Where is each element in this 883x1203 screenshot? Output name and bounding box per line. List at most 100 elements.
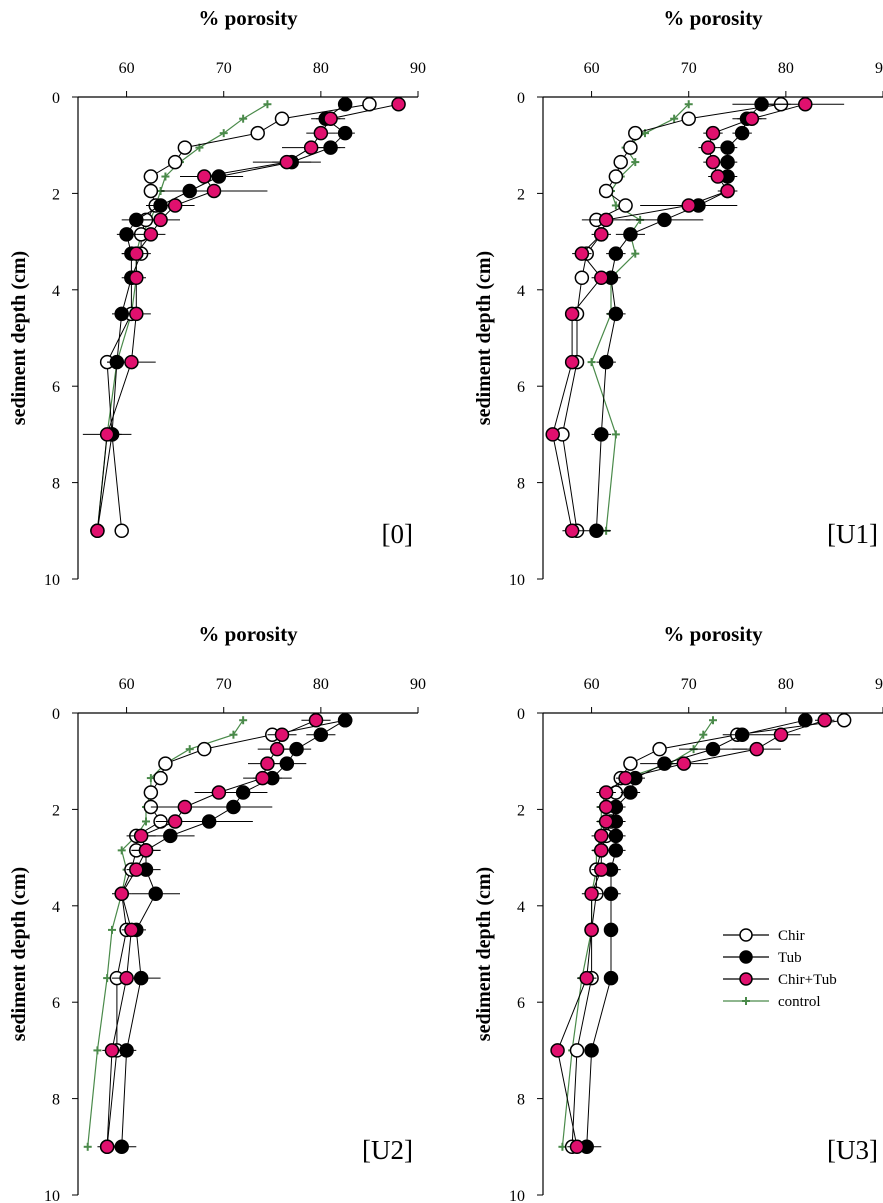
- data-point-control: [631, 249, 640, 258]
- data-point-chir-tub: [167, 814, 183, 829]
- data-point-control: [239, 716, 248, 725]
- x-tick-label: 80: [313, 676, 329, 693]
- data-point-chir: [362, 96, 377, 112]
- data-point-control: [161, 172, 170, 181]
- data-point-tub: [657, 212, 672, 228]
- data-point-chir-tub: [99, 427, 115, 442]
- data-point-tub: [337, 125, 353, 141]
- series-line: [96, 103, 346, 531]
- data-point-chir-tub: [279, 154, 295, 170]
- data-point-chir-tub: [153, 212, 168, 228]
- series-line: [552, 103, 806, 531]
- data-point-tub: [603, 922, 619, 938]
- data-point-control: [185, 745, 194, 754]
- data-point-chir-tub: [744, 111, 760, 126]
- data-point-chir: [628, 125, 643, 141]
- data-point-chir-tub: [129, 306, 144, 322]
- y-tick-label: 10: [509, 1188, 525, 1203]
- data-point-chir-tub: [798, 96, 813, 112]
- data-point-chir-tub: [313, 125, 329, 141]
- data-point-tub: [148, 886, 163, 901]
- series-tub: [581, 96, 791, 539]
- series-line: [106, 719, 346, 1147]
- data-point-control: [611, 430, 620, 439]
- data-point-chir-tub: [124, 354, 139, 370]
- data-point-tub: [623, 785, 638, 800]
- x-tick-label: 70: [216, 676, 232, 693]
- legend-marker: [739, 950, 753, 964]
- y-tick-label: 2: [517, 802, 525, 819]
- data-point-chir-tub: [197, 169, 212, 184]
- data-point-chir: [618, 198, 633, 213]
- x-tick-label: 90: [875, 60, 883, 77]
- data-point-tub: [584, 1043, 599, 1058]
- data-point-chir-tub: [705, 125, 721, 141]
- data-point-chir-tub: [138, 843, 154, 858]
- panel-label: [U3]: [827, 1135, 878, 1165]
- y-tick-label: 6: [517, 995, 525, 1012]
- data-point-control: [83, 1142, 92, 1151]
- data-point-chir-tub: [303, 140, 319, 155]
- data-point-tub: [608, 306, 624, 322]
- data-point-control: [670, 114, 679, 123]
- data-point-chir-tub: [133, 828, 149, 844]
- data-point-chir-tub: [817, 712, 832, 728]
- data-point-chir-tub: [129, 246, 144, 261]
- data-point-chir-tub: [129, 270, 144, 285]
- data-point-tub: [337, 96, 353, 112]
- axis-title: % porosity: [663, 622, 763, 646]
- data-point-control: [684, 100, 693, 109]
- data-point-chir-tub: [177, 799, 193, 815]
- data-point-chir-tub: [167, 198, 183, 213]
- y-tick-label: 0: [52, 706, 60, 723]
- x-tick-label: 90: [410, 676, 426, 693]
- data-point-chir-tub: [564, 523, 580, 539]
- data-point-control: [587, 358, 596, 367]
- axis-title: % porosity: [663, 6, 763, 30]
- data-point-chir: [167, 154, 183, 170]
- data-point-control: [108, 925, 116, 934]
- series-chir-tub: [550, 712, 835, 1155]
- data-point-chir-tub: [598, 785, 614, 800]
- data-point-tub: [603, 886, 619, 901]
- y-tick-label: 2: [52, 186, 60, 203]
- series-chir-tub: [82, 96, 406, 539]
- x-tick-label: 80: [778, 60, 794, 77]
- data-point-chir-tub: [598, 212, 614, 228]
- y-tick-label: 0: [517, 90, 525, 107]
- data-point-control: [631, 158, 640, 167]
- data-point-tub: [598, 354, 614, 370]
- series-line: [590, 103, 690, 531]
- data-point-chir: [153, 770, 168, 786]
- y-tick-label: 2: [517, 186, 525, 203]
- data-point-chir-tub: [90, 523, 105, 539]
- series-line: [96, 103, 268, 531]
- y-tick-label: 10: [44, 572, 60, 589]
- data-point-chir-tub: [391, 96, 406, 112]
- y-tick-label: 6: [52, 995, 60, 1012]
- data-point-chir-tub: [308, 712, 324, 728]
- data-point-chir-tub: [569, 1139, 585, 1155]
- data-point-chir-tub: [598, 814, 614, 829]
- y-tick-label: 10: [509, 572, 525, 589]
- series-control: [587, 100, 693, 535]
- legend-label: Chir: [778, 928, 805, 944]
- data-point-chir: [608, 169, 624, 184]
- data-point-tub: [594, 427, 609, 442]
- data-point-tub: [119, 227, 134, 242]
- data-point-tub: [119, 1043, 134, 1058]
- y-tick-label: 2: [52, 802, 60, 819]
- y-tick-label: 10: [44, 1188, 60, 1203]
- data-point-control: [93, 1046, 102, 1055]
- x-tick-label: 70: [681, 60, 697, 77]
- panel-u2: % porosity 60 70 80 90 0 2 4 6 8 10 sediment depth …: [8, 622, 426, 1203]
- data-point-control: [263, 100, 272, 109]
- data-point-chir-tub: [260, 756, 275, 771]
- data-point-chir-tub: [550, 1043, 565, 1058]
- x-tick-label: 70: [681, 676, 697, 693]
- y-tick-label: 8: [52, 1092, 60, 1109]
- series-line: [595, 103, 762, 531]
- data-point-chir-tub: [594, 227, 609, 242]
- data-point-chir-tub: [104, 1043, 120, 1058]
- data-point-chir-tub: [579, 970, 594, 986]
